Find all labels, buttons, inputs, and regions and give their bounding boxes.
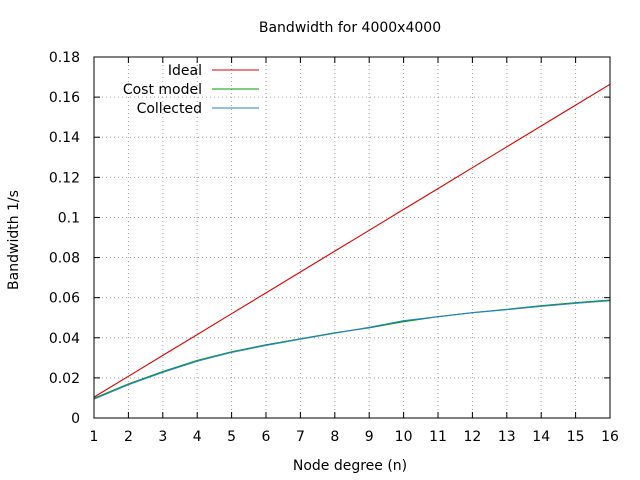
x-tick-label: 8: [330, 429, 339, 445]
y-tick-label: 0.18: [49, 50, 80, 66]
y-tick-label: 0.08: [49, 251, 80, 267]
legend-label-ideal: Ideal: [168, 63, 202, 79]
x-tick-label: 14: [532, 429, 550, 445]
series-line-collected: [93, 300, 611, 400]
legend-label-collected: Collected: [137, 101, 202, 117]
legend-label-cost-model: Cost model: [123, 82, 202, 98]
axis-ticks: 1 2 3 4 5 6 7 8 9 10 11 12 13 14 15 1600.020.040.060.08…: [49, 50, 619, 445]
x-tick-label: 12: [463, 429, 481, 445]
legend: Ideal Cost model Collected: [123, 63, 259, 117]
y-tick-label: 0.06: [49, 291, 80, 307]
x-tick-label: 2: [124, 429, 133, 445]
x-tick-label: 9: [365, 429, 374, 445]
y-tick-label: 0.12: [49, 170, 80, 186]
series-line-ideal: [93, 83, 611, 398]
y-axis-label: Bandwidth 1/s: [6, 190, 22, 290]
x-tick-label: 11: [429, 429, 447, 445]
y-tick-label: 0.02: [49, 371, 80, 387]
series-layer: [93, 83, 611, 400]
y-tick-label: 0.04: [49, 331, 80, 347]
y-tick-label: 0.16: [49, 90, 80, 106]
x-tick-label: 16: [601, 429, 619, 445]
chart-title: Bandwidth for 4000x4000: [259, 20, 441, 36]
x-tick-label: 5: [227, 429, 236, 445]
x-tick-label: 10: [395, 429, 413, 445]
series-line-cost-model: [93, 299, 611, 399]
x-tick-label: 15: [567, 429, 585, 445]
y-tick-label: 0.1: [58, 210, 80, 226]
plot-frame: [93, 56, 611, 419]
y-tick-label: 0.14: [49, 130, 80, 146]
grid: [94, 57, 610, 418]
x-tick-label: 4: [193, 429, 202, 445]
x-tick-label: 3: [158, 429, 167, 445]
x-tick-label: 6: [262, 429, 271, 445]
x-tick-label: 7: [296, 429, 305, 445]
x-axis-label: Node degree (n): [293, 458, 407, 474]
x-tick-label: 13: [498, 429, 516, 445]
x-tick-label: 1: [90, 429, 99, 445]
y-tick-label: 0: [71, 411, 80, 427]
